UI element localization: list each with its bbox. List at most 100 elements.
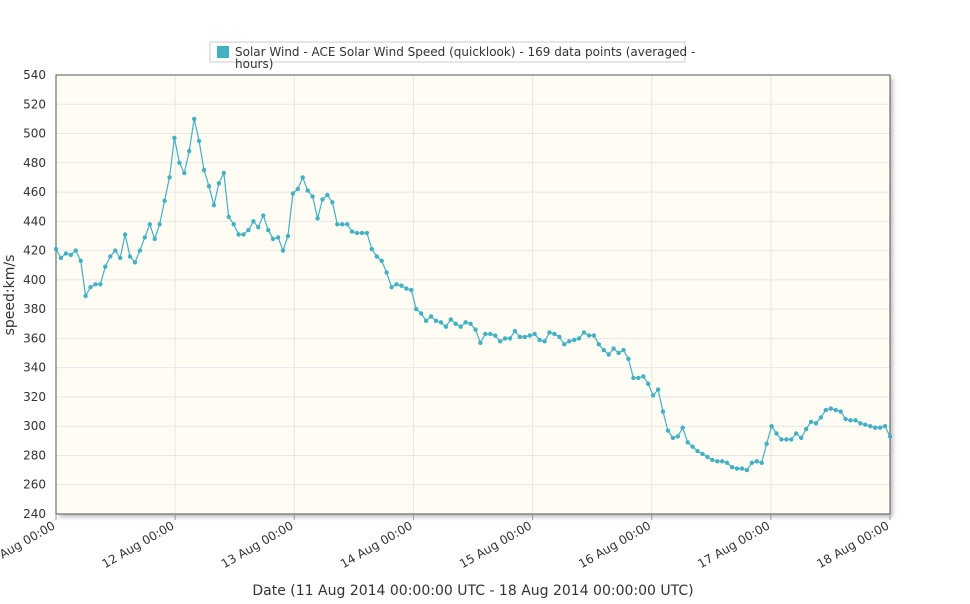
data-point[interactable] bbox=[103, 264, 108, 269]
data-point[interactable] bbox=[522, 334, 527, 340]
data-point[interactable] bbox=[167, 175, 172, 180]
data-point[interactable] bbox=[690, 444, 695, 449]
data-point[interactable] bbox=[794, 431, 799, 436]
data-point[interactable] bbox=[369, 246, 374, 252]
data-point[interactable] bbox=[483, 331, 488, 337]
data-point[interactable] bbox=[739, 466, 745, 471]
data-point[interactable] bbox=[359, 230, 365, 236]
data-point[interactable] bbox=[63, 251, 69, 256]
data-point[interactable] bbox=[799, 435, 804, 441]
data-point[interactable] bbox=[808, 419, 814, 424]
data-point[interactable] bbox=[310, 194, 315, 199]
data-point[interactable] bbox=[685, 440, 690, 445]
data-point[interactable] bbox=[660, 409, 666, 414]
data-point[interactable] bbox=[443, 324, 449, 329]
data-point[interactable] bbox=[399, 283, 404, 288]
data-point[interactable] bbox=[606, 352, 611, 357]
data-point[interactable] bbox=[537, 337, 542, 343]
data-point[interactable] bbox=[833, 407, 838, 413]
data-point[interactable] bbox=[567, 339, 572, 344]
data-point[interactable] bbox=[300, 175, 305, 180]
data-point[interactable] bbox=[641, 374, 646, 379]
data-point[interactable] bbox=[769, 424, 774, 429]
data-point[interactable] bbox=[877, 425, 883, 430]
data-point[interactable] bbox=[586, 333, 592, 338]
data-point[interactable] bbox=[98, 282, 103, 287]
data-point[interactable] bbox=[335, 222, 340, 227]
data-point[interactable] bbox=[448, 317, 453, 322]
data-point[interactable] bbox=[305, 188, 310, 193]
data-point[interactable] bbox=[113, 248, 118, 253]
data-point[interactable] bbox=[552, 331, 557, 337]
data-point[interactable] bbox=[325, 192, 330, 198]
data-point[interactable] bbox=[251, 219, 256, 224]
data-point[interactable] bbox=[720, 459, 725, 464]
data-point[interactable] bbox=[557, 334, 562, 340]
data-point[interactable] bbox=[754, 459, 759, 464]
data-point[interactable] bbox=[285, 233, 291, 239]
data-point[interactable] bbox=[118, 255, 123, 261]
data-point[interactable] bbox=[670, 435, 676, 441]
data-point[interactable] bbox=[177, 160, 182, 165]
data-point[interactable] bbox=[246, 227, 251, 233]
data-point[interactable] bbox=[591, 333, 597, 338]
data-point[interactable] bbox=[818, 415, 824, 420]
data-point[interactable] bbox=[58, 255, 64, 261]
data-point[interactable] bbox=[774, 431, 779, 436]
data-point[interactable] bbox=[650, 393, 656, 398]
data-point[interactable] bbox=[280, 248, 286, 253]
data-point[interactable] bbox=[315, 216, 320, 221]
data-point[interactable] bbox=[572, 337, 577, 343]
data-point[interactable] bbox=[542, 339, 547, 344]
data-point[interactable] bbox=[137, 248, 143, 253]
data-point[interactable] bbox=[779, 437, 784, 442]
data-point[interactable] bbox=[256, 225, 261, 230]
data-point[interactable] bbox=[419, 311, 424, 316]
data-point[interactable] bbox=[433, 318, 439, 323]
data-point[interactable] bbox=[744, 467, 750, 473]
data-point[interactable] bbox=[463, 320, 468, 325]
data-point[interactable] bbox=[616, 350, 621, 356]
data-point[interactable] bbox=[724, 460, 730, 465]
data-point[interactable] bbox=[192, 116, 197, 122]
data-point[interactable] bbox=[374, 254, 379, 259]
data-point[interactable] bbox=[858, 421, 863, 426]
data-point[interactable] bbox=[675, 434, 680, 439]
data-point[interactable] bbox=[53, 246, 59, 252]
data-point[interactable] bbox=[715, 459, 720, 464]
data-point[interactable] bbox=[275, 235, 281, 240]
data-point[interactable] bbox=[68, 252, 74, 258]
data-point[interactable] bbox=[517, 334, 523, 340]
data-point[interactable] bbox=[887, 434, 893, 439]
data-point[interactable] bbox=[231, 222, 236, 227]
data-point[interactable] bbox=[226, 214, 231, 220]
data-point[interactable] bbox=[349, 229, 355, 234]
data-point[interactable] bbox=[330, 200, 335, 205]
data-point[interactable] bbox=[187, 148, 192, 154]
data-point[interactable] bbox=[270, 236, 276, 242]
data-point[interactable] bbox=[843, 416, 848, 422]
data-point[interactable] bbox=[759, 460, 764, 465]
data-point[interactable] bbox=[705, 454, 710, 460]
data-point[interactable] bbox=[680, 425, 685, 430]
data-point[interactable] bbox=[320, 197, 325, 202]
data-point[interactable] bbox=[749, 460, 754, 465]
data-point[interactable] bbox=[409, 287, 414, 293]
data-point[interactable] bbox=[729, 465, 735, 470]
data-point[interactable] bbox=[478, 340, 483, 345]
data-point[interactable] bbox=[216, 181, 222, 186]
data-point[interactable] bbox=[868, 424, 873, 429]
data-point[interactable] bbox=[502, 336, 508, 341]
data-point[interactable] bbox=[468, 321, 473, 326]
data-point[interactable] bbox=[611, 346, 616, 351]
data-point[interactable] bbox=[157, 222, 162, 227]
data-point[interactable] bbox=[236, 232, 241, 237]
data-point[interactable] bbox=[813, 421, 819, 426]
data-point[interactable] bbox=[873, 425, 878, 430]
data-point[interactable] bbox=[172, 135, 177, 141]
data-point[interactable] bbox=[414, 306, 419, 312]
data-point[interactable] bbox=[823, 407, 828, 413]
data-point[interactable] bbox=[127, 254, 133, 259]
data-point[interactable] bbox=[122, 232, 128, 237]
data-point[interactable] bbox=[345, 222, 350, 227]
